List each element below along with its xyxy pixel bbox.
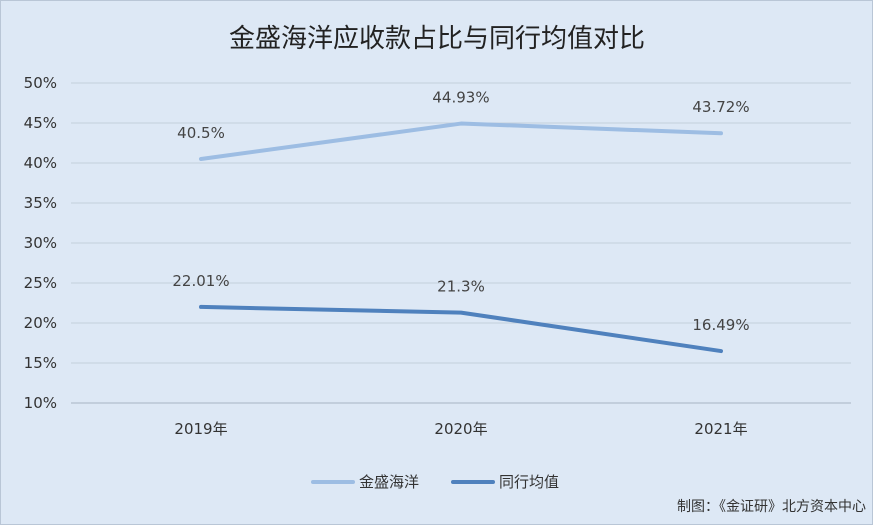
x-tick-label: 2020年 [434,420,487,438]
legend-label: 金盛海洋 [359,473,419,491]
series-line [199,121,723,161]
y-tick-label: 20% [24,314,57,332]
data-label: 22.01% [172,272,229,290]
data-label: 40.5% [177,124,225,142]
y-tick-label: 25% [24,274,57,292]
legend-label: 同行均值 [499,473,559,491]
data-labels: 40.5% 44.93% 43.72% 22.01% 21.3% 16.49% [172,89,749,335]
legend: 金盛海洋 同行均值 [311,473,559,491]
y-tick-label: 10% [24,394,57,412]
x-axis: 2019年 2020年 2021年 [174,420,747,438]
data-point [459,311,463,315]
y-tick-label: 15% [24,354,57,372]
data-point [719,349,723,353]
data-label: 44.93% [432,89,489,107]
x-tick-label: 2019年 [174,420,227,438]
x-tick-label: 2021年 [694,420,747,438]
data-point [459,122,463,126]
y-tick-label: 30% [24,234,57,252]
data-point [199,305,203,309]
y-tick-label: 50% [24,74,57,92]
data-point [719,131,723,135]
y-tick-label: 40% [24,154,57,172]
y-axis: 10% 15% 20% 25% 30% 35% 40% 45% 50% [24,74,57,412]
y-tick-label: 45% [24,114,57,132]
series-layer [199,121,723,354]
y-tick-label: 35% [24,194,57,212]
data-label: 43.72% [692,98,749,116]
data-label: 16.49% [692,316,749,334]
chart-title: 金盛海洋应收款占比与同行均值对比 [229,24,645,54]
chart-credit: 制图：《金证研》北方资本中心 [677,499,866,515]
data-point [199,157,203,161]
grid-layer [71,82,851,404]
data-label: 21.3% [437,278,485,296]
